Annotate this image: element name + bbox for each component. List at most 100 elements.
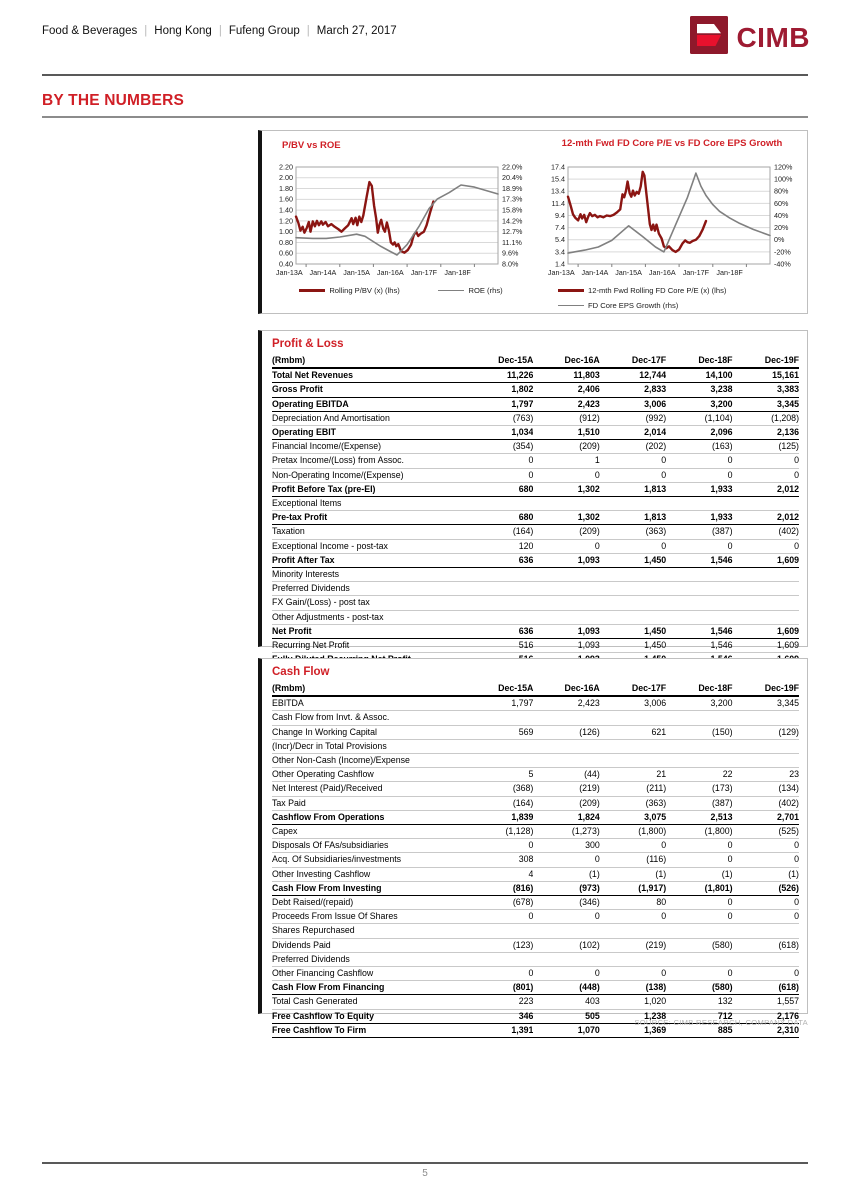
cell-value: (973)	[533, 880, 600, 897]
y-axis-left-tick: 1.40	[279, 206, 293, 215]
cell-value: 1	[533, 453, 600, 469]
cell-value: 0	[599, 909, 667, 925]
cell-value: 3,345	[732, 695, 799, 712]
cell-value	[533, 567, 600, 583]
table-row: Gross Profit 1,802 2,406 2,833 3,238 3,383	[272, 382, 799, 398]
cell-value: 3,075	[599, 809, 667, 826]
x-axis-tick: Jan-13A	[276, 268, 303, 277]
y-axis-left-tick: 0.80	[279, 238, 293, 247]
table-row: Debt Raised/(repaid) (678) (346) 80 0 0	[272, 895, 799, 911]
x-axis-tick: Jan-16A	[649, 268, 676, 277]
cimb-logo-text: CIMB	[736, 21, 810, 53]
cell-value: (1)	[666, 866, 733, 882]
cell-value	[533, 923, 600, 939]
cell-value: 14,100	[666, 367, 733, 384]
breadcrumb-separator: |	[144, 25, 148, 37]
cell-value: (116)	[599, 852, 667, 868]
cell-value	[466, 923, 534, 939]
cell-value	[533, 581, 600, 597]
cell-value: 300	[533, 838, 600, 854]
cell-value	[533, 710, 600, 726]
cell-value	[732, 595, 799, 611]
y-axis-right-tick: 80%	[774, 187, 789, 196]
cell-value: (363)	[599, 795, 667, 811]
cell-value	[666, 753, 733, 769]
table-row: Cash Flow from Invt. & Assoc.	[272, 710, 799, 726]
y-axis-left-tick: 15.4	[551, 175, 565, 184]
cell-value: (1,800)	[599, 824, 667, 840]
row-label: Profit After Tax	[272, 552, 467, 569]
cell-value: 0	[466, 909, 534, 925]
cell-value: 0	[599, 966, 667, 982]
cell-value: 0	[732, 838, 799, 854]
cell-value	[732, 753, 799, 769]
chart-plot: 2.20 2.00 1.80 1.60 1.401.20 1.00 0.80 0.600.40…	[276, 162, 523, 277]
cell-value	[666, 923, 733, 939]
cell-value: 1,450	[599, 623, 667, 640]
cell-value: 4	[466, 866, 534, 882]
table-row: Capex (1,128) (1,273) (1,800) (1,800) (525)	[272, 824, 799, 840]
cell-value	[533, 738, 600, 755]
cell-value	[466, 710, 534, 726]
y-axis-left-tick: 3.4	[555, 247, 565, 256]
x-axis-tick: Jan-17F	[683, 268, 710, 277]
column-header: Dec-17F	[599, 354, 667, 370]
cell-value: 1,839	[466, 809, 534, 826]
cell-value	[466, 609, 534, 625]
y-axis-left-tick: 9.4	[555, 211, 565, 220]
cell-value: 0	[466, 453, 534, 469]
table-row: Taxation (164) (209) (363) (387) (402)	[272, 524, 799, 540]
y-axis-left-tick: 1.80	[279, 184, 293, 193]
table-row: Total Net Revenues 11,226 11,803 12,744 14,1…	[272, 367, 799, 384]
chart-title: P/BV vs ROE	[282, 140, 341, 151]
cell-value: (219)	[533, 781, 600, 797]
cell-value: (1,800)	[666, 824, 733, 840]
table-row: Acq. Of Subsidiaries/investments 308 0 (116…	[272, 852, 799, 868]
legend-label: 12-mth Fwd Rolling FD Core P/E (x) (lhs)	[588, 286, 727, 295]
row-label: Cash Flow from Invt. & Assoc.	[272, 710, 467, 726]
column-header: Dec-19F	[732, 354, 799, 370]
y-axis-left-tick: 13.4	[551, 187, 565, 196]
chart-legend: Rolling P/BV (x) (lhs) ROE (rhs)	[266, 286, 536, 295]
row-label: Debt Raised/(repaid)	[272, 895, 467, 911]
cell-value: 3,006	[599, 695, 667, 712]
cell-value: (219)	[599, 937, 667, 953]
table-row: Profit After Tax 636 1,093 1,450 1,546 1,609	[272, 552, 799, 569]
table-row: Proceeds From Issue Of Shares 0 0 0 0 0	[272, 909, 799, 925]
table-row: Shares Repurchased	[272, 923, 799, 939]
cell-value: 516	[466, 638, 534, 654]
x-axis-tick: Jan-13A	[548, 268, 575, 277]
cell-value	[666, 738, 733, 755]
table-row: Other Financing Cashflow 0 0 0 0 0	[272, 966, 799, 982]
table-row: Cashflow From Operations 1,839 1,824 3,075 2…	[272, 809, 799, 826]
cell-value: (1,208)	[732, 410, 799, 427]
legend-item: FD Core EPS Growth (rhs)	[558, 301, 678, 310]
cell-value: (363)	[599, 524, 667, 540]
cell-value: 1,546	[666, 623, 733, 640]
cell-value: 5	[466, 767, 534, 783]
cell-value: 0	[533, 467, 600, 483]
row-label: Acq. Of Subsidiaries/investments	[272, 852, 467, 868]
cell-value: (173)	[666, 781, 733, 797]
series-line	[566, 170, 708, 254]
cell-value: (618)	[732, 980, 799, 996]
y-axis-right-tick: 60%	[774, 199, 789, 208]
cell-value	[599, 567, 667, 583]
cell-value: 1,797	[466, 695, 534, 712]
column-header: Dec-17F	[599, 682, 667, 698]
cell-value	[533, 951, 600, 968]
cell-value: 636	[466, 552, 534, 569]
cell-value: 1,034	[466, 425, 534, 441]
cell-value: 0	[666, 538, 733, 554]
cell-value	[599, 738, 667, 755]
column-header: Dec-16A	[533, 354, 600, 370]
row-label: Recurring Net Profit	[272, 638, 467, 654]
cell-value	[732, 923, 799, 939]
cell-value: 712	[666, 1008, 733, 1024]
page-number: 5	[422, 1168, 428, 1179]
table-row: Operating EBITDA 1,797 2,423 3,006 3,200 3,34…	[272, 396, 799, 412]
row-label: Net Profit	[272, 623, 467, 640]
breadcrumb: Food & Beverages | Hong Kong | Fufeng Group |…	[42, 25, 397, 37]
cell-value	[466, 496, 534, 512]
cell-value: 1,302	[533, 510, 600, 526]
